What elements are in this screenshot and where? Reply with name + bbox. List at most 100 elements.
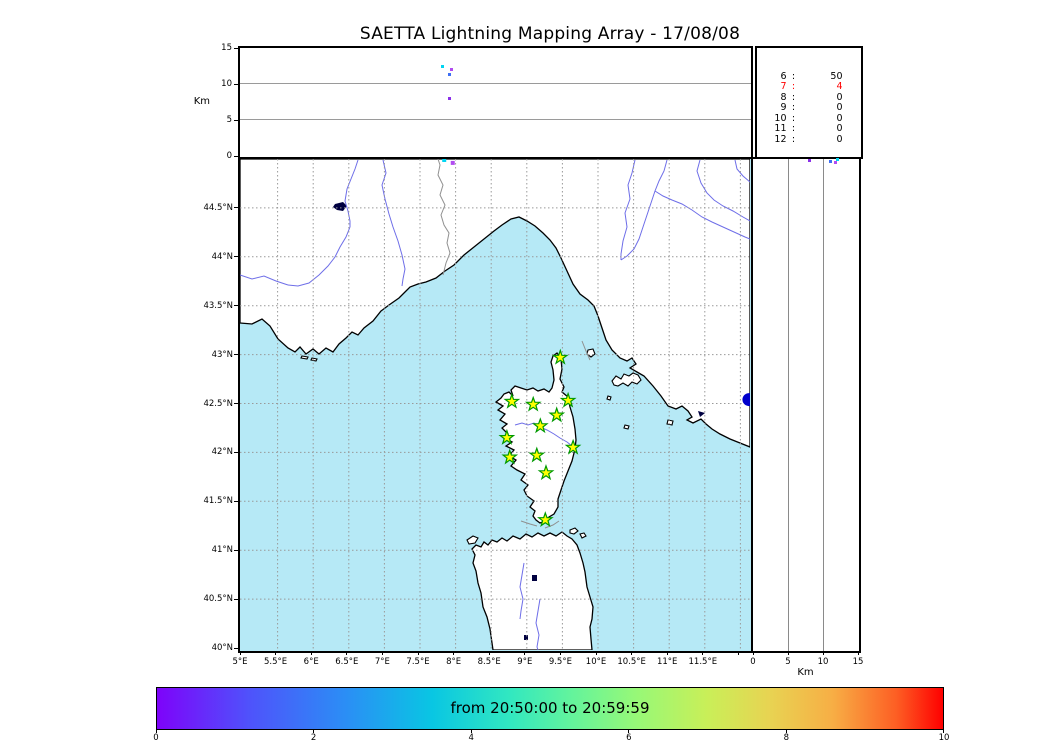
source-point xyxy=(836,157,840,161)
km-tick-label: 10 xyxy=(221,79,232,89)
table-row: 12: 0 xyxy=(757,134,861,146)
altitude-longitude-panel xyxy=(237,45,753,159)
lon-tick-label: 8°E xyxy=(446,657,462,667)
lma-station-star xyxy=(536,510,554,527)
lat-tick-label: 44°N xyxy=(211,251,233,262)
colorbar-tick xyxy=(313,730,315,733)
map-data-points xyxy=(441,158,750,406)
lma-station-star xyxy=(531,416,549,433)
lat-tick-label: 44.5°N xyxy=(203,202,233,213)
lon-tick-label: 7°E xyxy=(374,657,390,667)
small-islands xyxy=(299,347,674,545)
lat-tick-label: 40°N xyxy=(211,643,233,653)
lma-station-star xyxy=(547,405,565,422)
colorbar-tick xyxy=(156,730,157,733)
table-row: 7: 4 xyxy=(757,81,861,93)
lat-tick-label: 41.5°N xyxy=(203,496,233,507)
km-tick-label: 10 xyxy=(817,657,829,667)
lma-station-star xyxy=(559,391,577,408)
lon-tick-label: 6.5°E xyxy=(335,657,359,667)
km-tick-label: 15 xyxy=(221,43,232,53)
lon-tick-label: 9.5°E xyxy=(548,657,572,667)
lma-station-star xyxy=(527,445,545,463)
km-tick-label: 5 xyxy=(785,657,791,667)
colorbar-tick xyxy=(470,730,472,733)
table-row: 8: 0 xyxy=(757,91,861,104)
map-panel xyxy=(237,156,753,653)
colon: : xyxy=(791,70,796,82)
colon: : xyxy=(791,134,796,146)
lon-tick-label: 9°E xyxy=(517,657,533,667)
lat-tick-label: 41°N xyxy=(211,545,233,556)
table-row: 10: 0 xyxy=(757,112,861,125)
colon: : xyxy=(791,81,796,93)
table-row: 11: 0 xyxy=(757,124,861,135)
km-tick-label: 0 xyxy=(750,657,756,667)
colorbar-tick-label: 6 xyxy=(626,733,632,743)
colon: : xyxy=(791,123,796,135)
lon-tick-label: 7.5°E xyxy=(406,657,430,667)
km-axis-label: Km xyxy=(193,96,210,107)
time-colorbar: from 20:50:00 to 20:59:59 xyxy=(156,687,944,730)
hour-cell: 10 xyxy=(774,112,787,124)
count-cell: 0 xyxy=(836,112,843,124)
map-gridlines xyxy=(239,158,750,650)
km-gridline xyxy=(239,118,751,120)
hour-cell: 11 xyxy=(774,123,787,135)
km-gridline xyxy=(787,158,789,651)
lma-station-star xyxy=(524,395,542,412)
page-title: SAETTA Lightning Mapping Array - 17/08/0… xyxy=(359,24,741,44)
table-row: 6: 50 xyxy=(757,70,861,83)
hour-cell: 9 xyxy=(780,102,787,114)
colon: : xyxy=(791,112,796,124)
country-border xyxy=(436,158,590,528)
map-svg xyxy=(239,158,750,650)
km-tick-label: 15 xyxy=(852,657,864,667)
km-gridline xyxy=(239,82,751,84)
lma-station-stars xyxy=(497,348,581,527)
lma-station-star xyxy=(551,348,569,365)
colorbar-tick-label: 4 xyxy=(468,733,474,743)
colorbar-tick-label: 0 xyxy=(153,733,159,743)
count-cell: 50 xyxy=(830,70,843,82)
source-point xyxy=(447,73,451,77)
colorbar-tick xyxy=(785,730,787,733)
count-cell: 0 xyxy=(836,102,843,114)
hour-cell: 7 xyxy=(780,81,787,93)
altitude-latitude-panel xyxy=(750,156,861,653)
lat-tick-label: 43.5°N xyxy=(203,300,233,311)
lon-tick-label: 5.5°E xyxy=(264,657,288,667)
lon-tick-label: 8.5°E xyxy=(477,657,501,667)
colon: : xyxy=(791,91,796,103)
lon-tick-label: 11°E xyxy=(656,657,678,667)
lakes xyxy=(332,201,705,640)
count-cell: 0 xyxy=(836,134,843,146)
colorbar-tick xyxy=(942,730,944,733)
lon-tick-label: 6°E xyxy=(303,657,319,667)
km-tick-label: 5 xyxy=(226,115,232,125)
lat-tick-label: 42°N xyxy=(211,447,233,458)
km-axis-label: Km xyxy=(797,667,814,678)
source-point xyxy=(833,160,837,164)
colorbar-tick xyxy=(628,730,630,733)
table-row: 9: 0 xyxy=(757,103,861,114)
lat-tick-label: 40.5°N xyxy=(203,594,233,605)
source-point xyxy=(447,96,451,100)
km-gridline xyxy=(822,158,824,651)
hourly-counts-table: 6: 50 7: 4 8: 0 9: 0 10: 0 11: 0 12: 0 xyxy=(754,45,863,159)
lat-tick-label: 43°N xyxy=(211,349,233,360)
lma-station-star xyxy=(537,463,554,480)
colorbar-label: from 20:50:00 to 20:59:59 xyxy=(450,699,650,717)
lon-tick-label: 10.5°E xyxy=(617,657,646,667)
rivers xyxy=(239,159,750,650)
source-point xyxy=(450,68,454,72)
lon-tick-label: 10°E xyxy=(585,657,607,667)
km-tick-label: 0 xyxy=(226,151,232,161)
hour-cell: 6 xyxy=(780,70,787,82)
lon-tick-label: 5°E xyxy=(232,657,248,667)
colorbar-tick-label: 2 xyxy=(310,733,317,743)
lma-station-star xyxy=(497,428,515,445)
colorbar-tick-label: 8 xyxy=(783,733,790,743)
lma-station-star xyxy=(500,447,518,464)
